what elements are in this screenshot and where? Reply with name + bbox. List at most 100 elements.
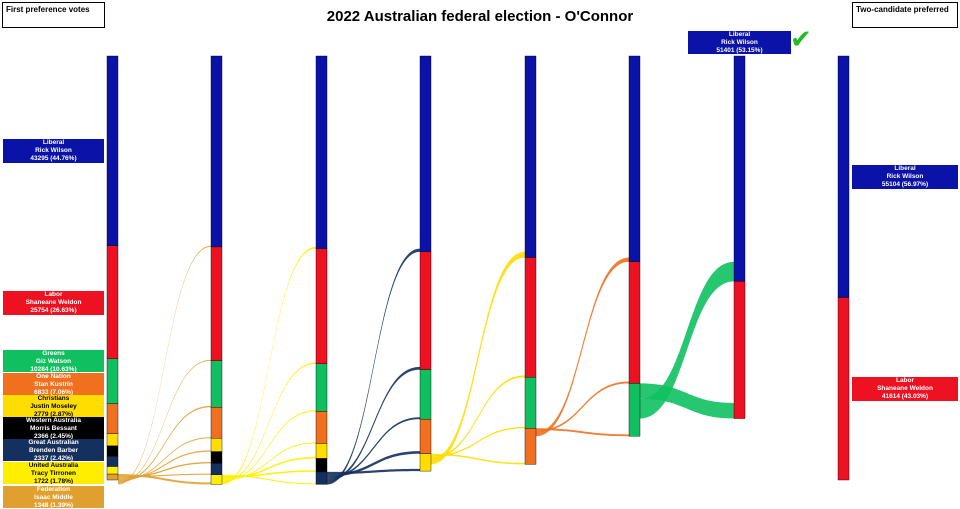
tcp-label-liberal-candidate: Rick Wilson <box>886 173 924 180</box>
tcp-label-labor-candidate: Shaneane Weldon <box>877 385 933 392</box>
flow-one_nation-to-liberal <box>536 257 629 437</box>
flow-united_australia-to-christians <box>222 456 316 480</box>
first-pref-label-liberal-party: Liberal <box>42 139 65 146</box>
first-pref-label-christians: Christians Justin Moseley 2779 (2.87%) <box>3 395 104 417</box>
winner-check-icon: ✔ <box>790 25 812 55</box>
bar-liberal-round-1 <box>106 55 119 247</box>
bar-greens-round-1 <box>106 358 119 404</box>
winner-label-value: 51401 (53.15%) <box>716 47 763 54</box>
first-pref-label-greens: Greens Giz Watson 10284 (10.63%) <box>3 350 104 372</box>
winner-label: Liberal Rick Wilson 51401 (53.15%) <box>688 31 791 54</box>
flow-great_australian-to-labor <box>327 366 420 482</box>
first-pref-label-federation-value: 1348 (1.39%) <box>33 502 74 508</box>
flow-federation-to-liberal <box>118 245 211 485</box>
flow-christians-to-labor <box>431 375 525 459</box>
tcp-label-liberal-party: Liberal <box>894 165 916 172</box>
bar-greens-round-6 <box>628 383 641 437</box>
flow-united_australia-to-great_australian <box>222 474 316 485</box>
first-pref-label-christians-candidate: Justin Moseley <box>30 403 77 410</box>
first-pref-label-liberal: Liberal Rick Wilson 43295 (44.76%) <box>3 139 104 163</box>
bar-christians-round-2 <box>210 437 223 452</box>
flow-united_australia-to-liberal <box>222 246 316 485</box>
tcp-label-liberal: Liberal Rick Wilson 55104 (56.97%) <box>852 165 958 189</box>
first-pref-label-one_nation-party: One Nation <box>36 373 71 380</box>
first-pref-label-united_australia-value: 1722 (1.78%) <box>33 478 74 484</box>
bar-great_australian-round-3 <box>315 471 328 485</box>
first-pref-label-one_nation-value: 6833 (7.06%) <box>33 389 74 395</box>
bar-labor-round-8 <box>837 297 850 481</box>
bar-liberal-round-5 <box>524 55 537 258</box>
first-pref-label-western_australia-party: Western Australia <box>26 417 81 424</box>
first-pref-label-western_australia-value: 2366 (2.45%) <box>33 433 74 439</box>
bar-greens-round-2 <box>210 360 223 408</box>
flow-federation-to-western_australia <box>118 461 211 479</box>
flow-christians-to-greens <box>431 426 525 457</box>
flow-united_australia-to-one_nation <box>222 442 316 481</box>
bar-greens-round-5 <box>524 377 537 429</box>
flow-one_nation-to-greens <box>536 428 629 437</box>
two-candidate-box: Two-candidate preferred <box>852 2 958 28</box>
first-pref-label-labor-value: 25754 (26.63%) <box>30 307 77 314</box>
bar-western_australia-round-3 <box>315 458 328 473</box>
first-pref-label-labor-candidate: Shaneane Weldon <box>25 299 82 306</box>
flow-united_australia-to-labor <box>222 362 316 483</box>
flow-federation-to-labor <box>118 359 211 484</box>
first-pref-label-great_australian-value: 2337 (2.42%) <box>33 455 74 461</box>
first-pref-label-federation: Federation Isaac Middle 1348 (1.39%) <box>3 486 104 508</box>
bar-liberal-round-7 <box>733 55 746 282</box>
first-pref-label-great_australian: Great Australian Brenden Barber 2337 (2.42… <box>3 439 104 461</box>
bar-liberal-round-2 <box>210 55 223 248</box>
flow-christians-to-liberal <box>431 251 525 465</box>
flow-greens-to-liberal <box>640 261 734 419</box>
first-pref-label-greens-candidate: Giz Watson <box>35 358 72 365</box>
flow-one_nation-to-labor <box>536 381 629 433</box>
winner-label-party: Liberal <box>728 31 751 38</box>
first-pref-label-united_australia-party: United Australia <box>28 462 79 469</box>
bar-one_nation-round-1 <box>106 403 119 434</box>
first-pref-label-one_nation-candidate: Stan Kustrin <box>34 381 73 388</box>
bar-labor-round-1 <box>106 245 119 359</box>
bar-one_nation-round-4 <box>419 418 432 454</box>
bar-united_australia-round-1 <box>106 466 119 475</box>
bar-western_australia-round-2 <box>210 451 223 464</box>
first-pref-label-liberal-candidate: Rick Wilson <box>35 147 72 154</box>
chart-title: 2022 Australian federal election - O'Con… <box>326 8 634 25</box>
bar-one_nation-round-3 <box>315 411 328 444</box>
first-pref-label-united_australia-candidate: Tracy Tirronen <box>30 470 77 477</box>
first-pref-label-labor: Labor Shaneane Weldon 25754 (26.63%) <box>3 291 104 315</box>
first-pref-label-liberal-value: 43295 (44.76%) <box>30 155 77 162</box>
flow-great_australian-to-one_nation <box>327 451 420 477</box>
first-pref-label-greens-value: 10284 (10.63%) <box>30 366 77 372</box>
bar-united_australia-round-2 <box>210 474 223 485</box>
bar-labor-round-2 <box>210 246 223 362</box>
flow-christians-to-one_nation <box>431 453 525 465</box>
bar-labor-round-4 <box>419 251 432 370</box>
first-pref-label-christians-value: 2779 (2.87%) <box>33 411 74 417</box>
first-preference-box: First preference votes <box>2 2 105 28</box>
bar-liberal-round-6 <box>628 55 641 262</box>
first-pref-label-western_australia: Western Australia Morris Bessant 2366 (2.4… <box>3 417 104 439</box>
bar-liberal-round-4 <box>419 55 432 252</box>
bar-labor-round-3 <box>315 248 328 365</box>
winner-label-candidate: Rick Wilson <box>721 39 758 46</box>
first-pref-label-western_australia-candidate: Morris Bessant <box>30 425 77 432</box>
flow-federation-to-greens <box>118 405 211 483</box>
first-pref-label-great_australian-candidate: Brenden Barber <box>28 447 79 454</box>
tcp-label-labor-party: Labor <box>895 377 915 384</box>
first-pref-label-labor-party: Labor <box>44 291 63 298</box>
first-pref-label-united_australia: United Australia Tracy Tirronen 1722 (1.78… <box>3 462 104 484</box>
bar-great_australian-round-2 <box>210 463 223 476</box>
flow-federation-to-christians <box>118 450 211 480</box>
bar-greens-round-4 <box>419 369 432 420</box>
bar-liberal-round-8 <box>837 55 850 298</box>
bar-great_australian-round-1 <box>106 456 119 467</box>
bar-labor-round-5 <box>524 257 537 378</box>
bar-greens-round-3 <box>315 363 328 412</box>
tcp-label-liberal-value: 55104 (56.97%) <box>881 181 929 188</box>
tcp-label-labor-value: 41614 (43.03%) <box>881 393 929 400</box>
flow-united_australia-to-greens <box>222 410 316 482</box>
first-pref-label-christians-party: Christians <box>37 395 70 402</box>
tcp-label-labor: Labor Shaneane Weldon 41614 (43.03%) <box>852 377 958 401</box>
bar-labor-round-7 <box>733 281 746 419</box>
